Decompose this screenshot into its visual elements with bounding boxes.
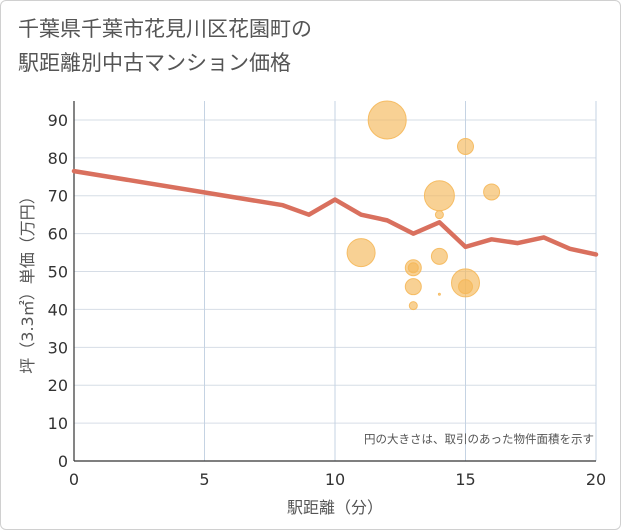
- y-tick-label: 80: [48, 149, 68, 168]
- y-tick-label: 70: [48, 187, 68, 206]
- size-note: 円の大きさは、取引のあった物件面積を示す: [364, 432, 594, 446]
- y-tick-label: 30: [48, 338, 68, 357]
- bubble-point: [423, 180, 455, 212]
- bubble-point: [408, 301, 418, 311]
- y-tick-label: 90: [48, 111, 68, 130]
- bubble-point: [404, 278, 422, 296]
- x-tick-label: 10: [325, 470, 345, 489]
- axes: [73, 101, 596, 462]
- bubble-point: [407, 262, 419, 274]
- chart-title: 千葉県千葉市花見川区花園町の 駅距離別中古マンション価格: [18, 12, 312, 80]
- tick-labels: 0 10 20 30 40 50 60 70 80 90 0 5 10 15 20: [48, 111, 607, 489]
- y-axis-title: 坪（3.3㎡）単価（万円）: [18, 188, 37, 373]
- y-tick-label: 0: [58, 452, 68, 471]
- bubble-point: [367, 100, 407, 140]
- bubble-point: [430, 247, 448, 265]
- chart-title-line1: 千葉県千葉市花見川区花園町の: [18, 17, 312, 41]
- y-tick-label: 10: [48, 414, 68, 433]
- line-series: [71, 168, 599, 257]
- average-price-line: [71, 168, 599, 257]
- bubble-series: [346, 100, 501, 311]
- chart-title-line2: 駅距離別中古マンション価格: [18, 51, 291, 75]
- bubble-point: [434, 210, 444, 220]
- y-tick-label: 60: [48, 225, 68, 244]
- bubble-point: [457, 137, 474, 155]
- x-tick-label: 15: [455, 470, 475, 489]
- bubble-point: [346, 238, 376, 268]
- x-tick-label: 5: [199, 470, 209, 489]
- bubble-point: [458, 279, 473, 295]
- bubble-point: [437, 292, 441, 296]
- y-tick-label: 40: [48, 300, 68, 319]
- x-tick-label: 0: [69, 470, 79, 489]
- y-tick-label: 50: [48, 263, 68, 282]
- x-tick-label: 20: [586, 470, 606, 489]
- bubble-point: [483, 183, 501, 201]
- y-tick-label: 20: [48, 376, 68, 395]
- x-axis-title: 駅距離（分）: [287, 498, 383, 517]
